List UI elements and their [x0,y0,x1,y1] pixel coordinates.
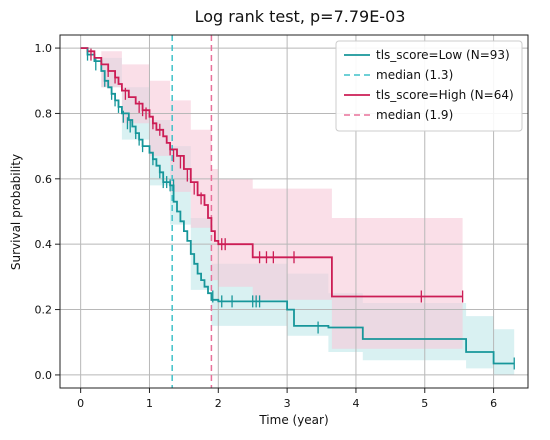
x-tick-label-6: 6 [490,397,497,410]
x-axis-label: Time (year) [258,413,328,427]
x-tick-label-1: 1 [146,397,153,410]
median-lines [171,35,213,388]
legend-label-0: tls_score=Low (N=93) [376,48,510,62]
y-axis-label: Survival probability [9,154,23,270]
legend-label-3: median (1.9) [376,108,453,122]
y-tick-label-1: 0.2 [35,304,53,317]
legend-box [335,40,523,132]
x-tick-label-2: 2 [215,397,222,410]
legend-label-1: median (1.3) [376,68,453,82]
y-tick-label-5: 1.0 [35,42,53,55]
x-tick-label-4: 4 [352,397,359,410]
x-tick-label-0: 0 [77,397,84,410]
legend-label-2: tls_score=High (N=64) [376,88,514,102]
y-axis-ticks: 0.0 0.2 0.4 0.6 0.8 1.0 [35,42,60,382]
y-tick-label-4: 0.8 [35,107,53,120]
y-tick-label-0: 0.0 [35,369,53,382]
x-axis-ticks: 0 1 2 3 4 5 6 [77,388,497,410]
confidence-band-1 [80,48,463,349]
legend: tls_score=Low (N=93) median (1.3) tls_scor… [335,40,523,132]
censor-marks [86,48,515,370]
x-tick-label-5: 5 [421,397,428,410]
x-tick-label-3: 3 [284,397,291,410]
chart-title: Log rank test, p=7.79E-03 [195,7,406,26]
y-tick-label-3: 0.6 [35,173,53,186]
plot-frame [59,34,529,389]
y-tick-label-2: 0.4 [35,238,53,251]
